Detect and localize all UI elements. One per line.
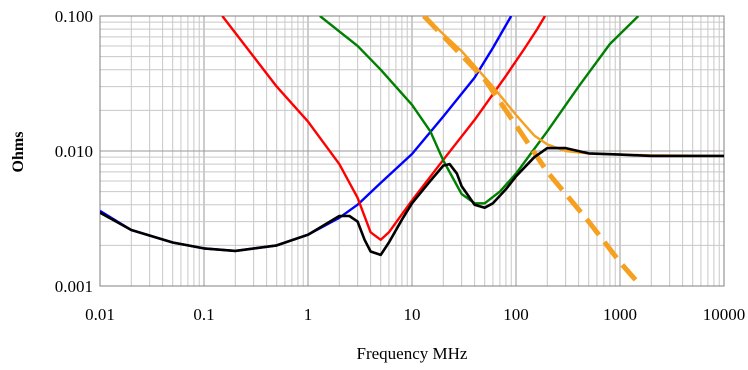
y-tick-label: 0.001 — [55, 277, 93, 296]
x-tick-label: 1000 — [603, 305, 637, 324]
y-tick-label: 0.100 — [55, 7, 93, 26]
x-tick-label: 1 — [304, 305, 313, 324]
plot-frame — [99, 15, 725, 287]
x-tick-label: 10 — [404, 305, 421, 324]
x-tick-label: 10000 — [703, 305, 746, 324]
x-axis-title: Frequency MHz — [357, 344, 468, 363]
x-tick-label: 100 — [503, 305, 529, 324]
y-axis-title: Ohms — [10, 132, 27, 173]
x-tick-label: 0.1 — [193, 305, 214, 324]
series-group — [100, 16, 724, 285]
series-line-5 — [100, 146, 724, 257]
y-tick-labels: 0.001 0.010 0.100 — [55, 7, 93, 296]
y-tick-label: 0.010 — [55, 142, 93, 161]
grid-lines — [99, 16, 724, 287]
x-tick-label: 0.01 — [85, 305, 115, 324]
x-tick-labels: 0.01 0.1 1 10 100 1000 10000 — [85, 305, 745, 324]
series-line-1 — [221, 16, 547, 241]
series-line-3 — [422, 16, 641, 285]
